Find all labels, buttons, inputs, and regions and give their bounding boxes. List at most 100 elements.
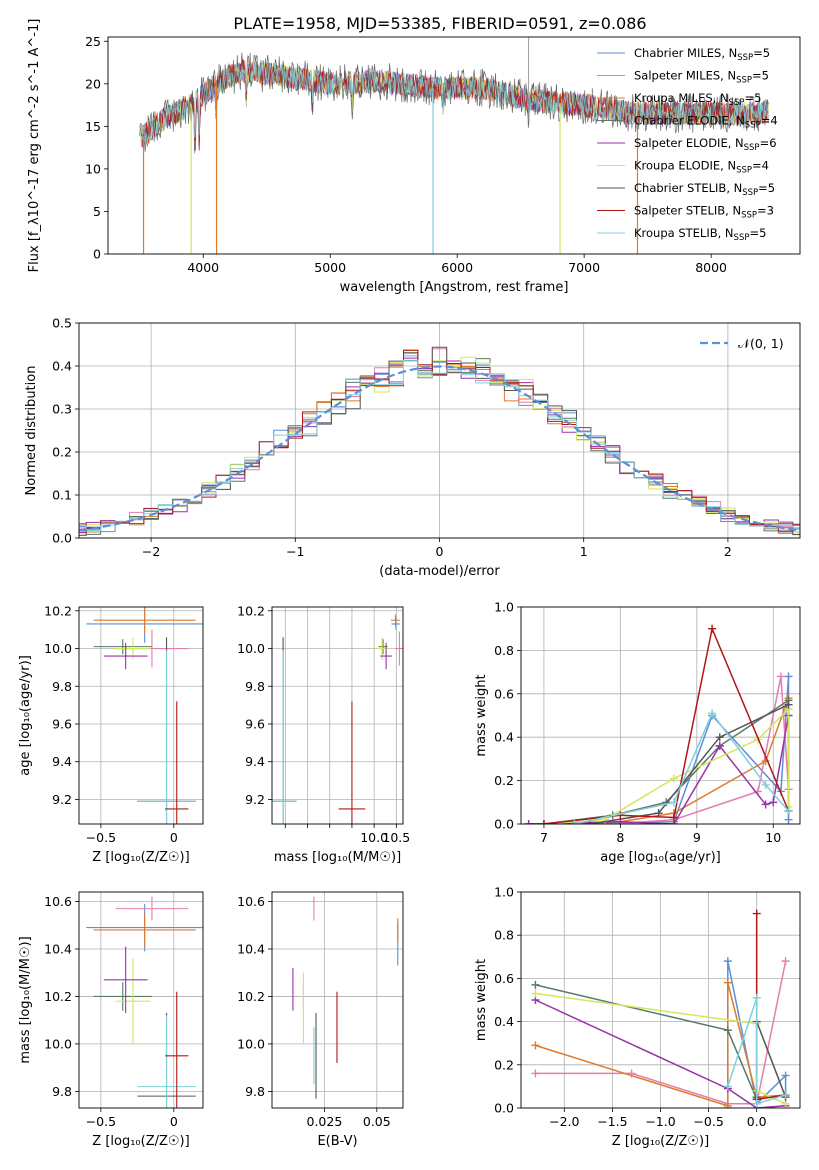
x-tick-label: 10.0 <box>360 830 388 845</box>
series-marker <box>781 957 790 966</box>
x-tick-label: 1 <box>580 544 588 559</box>
x-axis-label: age [log₁₀(age/yr)] <box>600 850 721 865</box>
y-tick-label: 10.2 <box>237 989 265 1004</box>
plot-content <box>531 909 790 1108</box>
plot-content <box>139 37 769 254</box>
residuals-legend: 𝒩(0, 1) <box>700 336 784 351</box>
ticks: −0.5 0 9.8 10.0 10.2 10.4 10.6 <box>44 894 178 1129</box>
series-marker <box>752 993 761 1002</box>
y-tick-label: 9.8 <box>52 1084 72 1099</box>
plot-content <box>524 624 793 824</box>
series-marker <box>715 741 724 750</box>
x-axis-label: mass [log₁₀(M/M☉)] <box>274 850 401 865</box>
y-tick-label: 0.0 <box>494 817 514 832</box>
panel-weight-vs-age: 7 8 9 10 0.0 0.2 0.4 0.6 0.8 1.0 age [log₁₀(age/yr… <box>474 600 801 865</box>
y-tick-label: 0.2 <box>52 445 72 460</box>
series-marker <box>723 957 732 966</box>
x-tick-label: 0 <box>436 544 444 559</box>
y-tick-label: 0.2 <box>494 773 514 788</box>
series-marker <box>715 733 724 742</box>
x-axis-label: wavelength [Angstrom, rest frame] <box>340 280 569 295</box>
axes-frame <box>271 891 404 1109</box>
panel-age-vs-z: −0.5 0 9.2 9.4 9.6 9.8 10.0 10.2 Z [log₁₀(Z/Z☉)]… <box>18 603 204 865</box>
x-tick-label: 5000 <box>314 260 346 275</box>
errorbar-salpeter-elodie <box>380 642 392 670</box>
panel-residuals: −2 −1 0 1 2 0.0 0.1 0.2 0.3 0.4 0.5 (data-model)/er… <box>24 316 801 579</box>
series-line <box>535 999 786 1108</box>
y-tick-label: 10.4 <box>237 941 265 956</box>
series-line <box>543 707 790 824</box>
series-marker <box>531 1069 540 1078</box>
series-marker <box>784 815 793 824</box>
ticks: 0.025 0.05 9.8 10.0 10.2 10.4 10.6 <box>237 894 391 1129</box>
y-tick-label: 9.6 <box>245 716 265 731</box>
series-marker <box>752 1099 761 1108</box>
y-tick-label: 9.4 <box>245 754 265 769</box>
legend-label-chabrier-stelib: Chabrier STELIB, NSSP=5 <box>634 181 775 198</box>
x-tick-label: −1.0 <box>645 1114 675 1129</box>
y-tick-label: 0.4 <box>494 1014 514 1029</box>
axes-frame <box>520 606 801 825</box>
x-tick-label: −1 <box>286 544 304 559</box>
y-tick-label: 9.2 <box>52 792 72 807</box>
histogram-kroupa-stelib <box>79 359 800 531</box>
series-marker <box>531 980 540 989</box>
ticks: 10.010.59.29.49.69.810.010.2 <box>237 603 410 845</box>
series-marker <box>662 798 671 807</box>
y-axis-label: mass weight <box>474 959 489 1041</box>
x-tick-label: 10.5 <box>382 830 410 845</box>
plot-content <box>86 896 203 1108</box>
y-tick-label: 15 <box>85 119 101 134</box>
series-marker <box>784 700 793 709</box>
x-tick-label: 8000 <box>695 260 727 275</box>
x-tick-label: −0.5 <box>86 830 116 845</box>
plot-area <box>79 607 203 824</box>
x-tick-label: 0 <box>170 1114 178 1129</box>
series-marker <box>752 909 761 918</box>
y-tick-label: 10.2 <box>237 603 265 618</box>
y-tick-label: 0.4 <box>494 730 514 745</box>
y-tick-label: 10 <box>85 161 101 176</box>
x-axis-label: Z [log₁₀(Z/Z☉)] <box>92 850 189 865</box>
errorbar-kroupa-miles <box>93 607 196 634</box>
y-axis-label: mass [log₁₀(M/M☉)] <box>18 936 33 1063</box>
x-axis-label: E(B-V) <box>317 1134 357 1149</box>
errorbar-kroupa-miles <box>391 614 400 626</box>
x-tick-label: 9 <box>693 830 701 845</box>
series-marker <box>781 1091 790 1100</box>
plot-content <box>79 346 800 536</box>
y-tick-label: 0.2 <box>494 1057 514 1072</box>
x-tick-label: 10 <box>765 830 781 845</box>
series-line <box>727 997 786 1105</box>
errorbar-kroupa-elodie <box>115 958 151 1044</box>
errorbar-salpeter-elodie <box>103 946 148 1014</box>
y-tick-label: 9.6 <box>52 716 72 731</box>
series-marker <box>723 1082 732 1091</box>
series-marker <box>524 820 533 824</box>
y-tick-label: 0 <box>93 247 101 262</box>
y-tick-label: 0.3 <box>52 402 72 417</box>
y-tick-label: 10.0 <box>237 641 265 656</box>
series-marker <box>769 798 778 807</box>
y-tick-label: 10.0 <box>237 1036 265 1051</box>
series-marker <box>723 978 732 987</box>
x-tick-label: 8 <box>616 830 624 845</box>
y-axis-label: mass weight <box>474 674 489 756</box>
plot-content <box>292 896 399 1099</box>
errorbar-kroupa-miles <box>93 913 196 947</box>
series-marker <box>531 1041 540 1050</box>
plot-area <box>79 892 203 1108</box>
ticks: 7 8 9 10 0.0 0.2 0.4 0.6 0.8 1.0 <box>494 600 781 846</box>
y-tick-label: 1.0 <box>494 885 514 900</box>
errorbar-salpeter-miles <box>395 631 403 666</box>
errorbar-salpeter-stelib <box>338 701 366 824</box>
y-tick-label: 9.8 <box>245 679 265 694</box>
series-marker <box>708 709 717 718</box>
series-marker <box>531 989 540 998</box>
y-tick-label: 9.2 <box>245 792 265 807</box>
x-tick-label: 0 <box>170 830 178 845</box>
errorbar-salpeter-miles <box>115 896 189 921</box>
errorbar-salpeter-elodie <box>103 642 148 670</box>
